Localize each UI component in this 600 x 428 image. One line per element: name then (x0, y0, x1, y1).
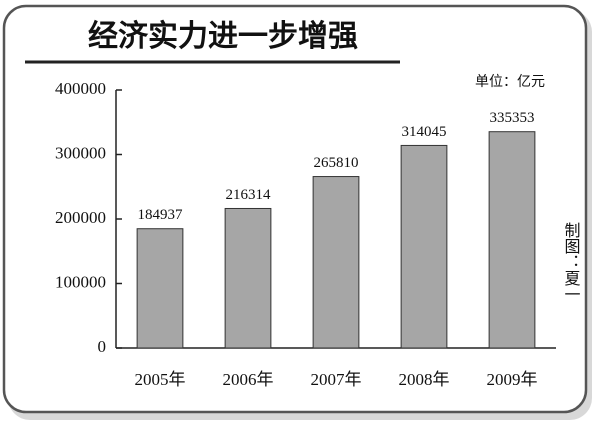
x-tick-label: 2008年 (399, 370, 450, 389)
bar (312, 176, 360, 349)
x-tick-label: 2009年 (487, 370, 538, 389)
x-tick-label: 2007年 (311, 370, 362, 389)
value-label: 216314 (226, 187, 272, 203)
chart-title: 经济实力进一步增强 (88, 19, 358, 54)
x-tick-label: 2006年 (223, 370, 274, 389)
y-tick-label: 200000 (55, 208, 106, 227)
y-tick-label: 100000 (55, 272, 106, 291)
value-label: 184937 (138, 207, 184, 223)
value-label: 265810 (314, 155, 359, 171)
y-tick-label: 400000 (55, 79, 106, 98)
bar (488, 131, 536, 349)
bar (400, 144, 448, 349)
y-tick-label: 300000 (55, 143, 106, 162)
value-label: 314045 (402, 124, 447, 140)
y-tick-label: 0 (98, 337, 107, 356)
unit-label: 单位：亿元 (475, 74, 545, 90)
bar (136, 228, 184, 349)
bar (224, 207, 272, 349)
x-tick-label: 2005年 (135, 370, 186, 389)
value-label: 335353 (490, 110, 535, 126)
credit: 制图：夏一 (562, 222, 581, 302)
